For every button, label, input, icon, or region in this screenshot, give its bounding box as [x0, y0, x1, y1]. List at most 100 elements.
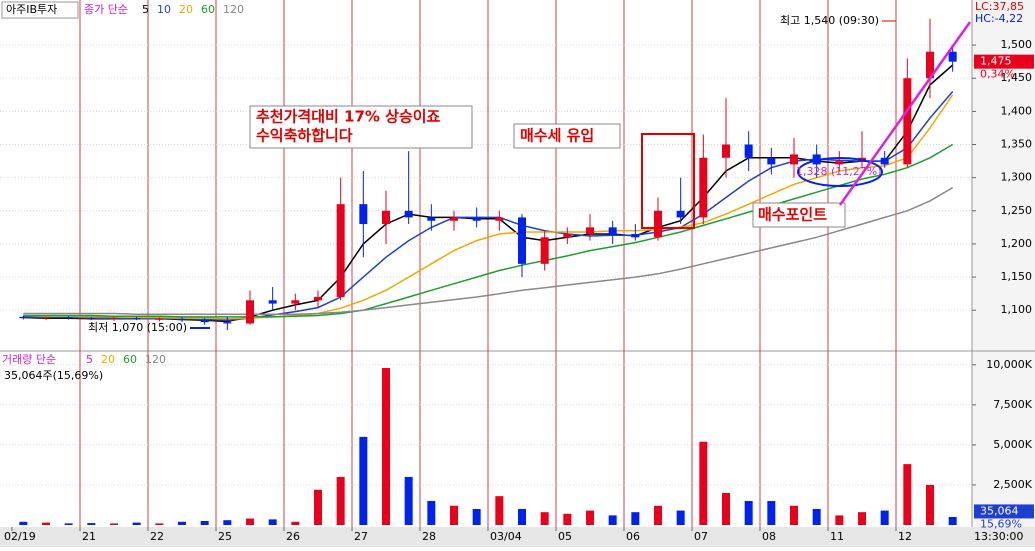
candle-body [722, 144, 730, 158]
volume-bar [654, 505, 662, 525]
x-tick-label: 08 [762, 530, 776, 543]
legend-entry: 120 [223, 3, 244, 16]
y-tick-label: 7,500K [993, 398, 1032, 411]
x-tick-label: 02/19 [4, 530, 36, 543]
x-tick-label: 05 [558, 530, 572, 543]
annotation: 1,328 (11,27%) [796, 165, 882, 178]
legend-entry: 5 [142, 3, 149, 16]
y-tick-label: 1,300 [1001, 171, 1033, 184]
candle-body [767, 157, 776, 165]
volume-bar [155, 523, 164, 525]
volume-bar [178, 521, 186, 525]
volume-bar [427, 500, 436, 525]
candle-body [608, 227, 617, 234]
time-axis [0, 527, 1035, 547]
volume-bar [744, 500, 753, 525]
annotation: 매수세 유입 [520, 127, 594, 145]
candle-body [87, 318, 96, 320]
volume-bar [336, 476, 345, 525]
trend-arrow [838, 21, 972, 206]
candle-body [404, 210, 413, 218]
stock-name-box [1, 1, 79, 19]
candle-body [110, 318, 118, 320]
x-tick-label: 06 [626, 530, 640, 543]
change-label: 0,34% [980, 68, 1015, 81]
y-tick-label: 1,350 [1001, 138, 1033, 151]
volume-bar [404, 476, 413, 525]
volume-bar [87, 523, 96, 525]
candle-body [223, 322, 232, 324]
volume-bar [835, 515, 844, 525]
annotation-box [513, 123, 621, 149]
volume-bar [812, 508, 821, 525]
y-tick-label: 1,450 [1001, 71, 1033, 84]
last-price-label: 1,475 [980, 55, 1012, 68]
candle-body [654, 210, 662, 238]
x-tick-label: 25 [218, 530, 232, 543]
candle-body [948, 51, 957, 62]
candle-body [200, 320, 209, 323]
volume-bar [246, 518, 254, 525]
stock-name: 아주IB투자 [6, 3, 57, 16]
candle-body [427, 217, 436, 221]
volume-bar [563, 513, 572, 525]
ma-line [23, 143, 954, 318]
legend-entry: 60 [201, 3, 215, 16]
highlight-ellipse [797, 157, 883, 187]
legend-entry: 120 [145, 353, 166, 366]
volume-bar [314, 489, 322, 525]
candle-body [64, 317, 73, 319]
candle-body [132, 318, 141, 320]
volume-bar [42, 522, 50, 525]
volume-bar [450, 505, 458, 525]
candle-body [268, 300, 277, 304]
last-volume-label: 35,064 [980, 504, 1019, 517]
volume-bar [631, 512, 640, 525]
legend-entry: 20 [101, 353, 115, 366]
annotation: 수익축하합니다 [256, 127, 353, 145]
candle-body [540, 237, 549, 264]
volume-bar [268, 519, 277, 525]
y-tick-label: 1,100 [1001, 303, 1033, 316]
candle-body [903, 78, 912, 165]
volume-bar [382, 368, 390, 525]
y-tick-label: 2,500K [993, 478, 1032, 491]
x-tick-label: 11 [830, 530, 844, 543]
volume-bar [518, 508, 526, 525]
annotation-box [752, 202, 846, 228]
last-price-box [974, 54, 1034, 69]
candle-body [359, 204, 368, 225]
volume-bar [586, 510, 594, 525]
candle-body [699, 157, 708, 218]
annotation: 매수포인트 [758, 206, 827, 224]
volume-bar [948, 516, 957, 525]
high-label: 최고 1,540 (09:30) [780, 14, 879, 27]
candle-body [178, 318, 186, 321]
candle-body [495, 217, 504, 221]
x-tick-label: 28 [422, 530, 436, 543]
volume-bar [472, 508, 481, 525]
volume-bar [200, 520, 209, 525]
highlight-box [641, 133, 695, 229]
candle-body [835, 161, 844, 165]
candle-body [155, 318, 164, 320]
candle-body [744, 144, 753, 158]
volume-bar [19, 521, 28, 525]
y-tick-label: 10,000K [986, 358, 1032, 371]
legend-entry: 20 [179, 3, 193, 16]
volume-bar [64, 523, 73, 525]
volume-bar [858, 512, 866, 525]
volume-bar [767, 500, 776, 525]
lc-label: LC:37,85 [975, 0, 1024, 13]
volume-bar [132, 522, 141, 525]
low-label: 최저 1,070 (15:00) [88, 321, 187, 334]
volume-bar [903, 464, 912, 525]
y-tick-label: 1,200 [1001, 237, 1033, 250]
volume-bar [110, 523, 118, 525]
x-tick-label: 07 [694, 530, 708, 543]
candle-body [291, 300, 300, 304]
y-tick-label: 1,500 [1001, 38, 1033, 51]
candle-body [563, 234, 572, 238]
